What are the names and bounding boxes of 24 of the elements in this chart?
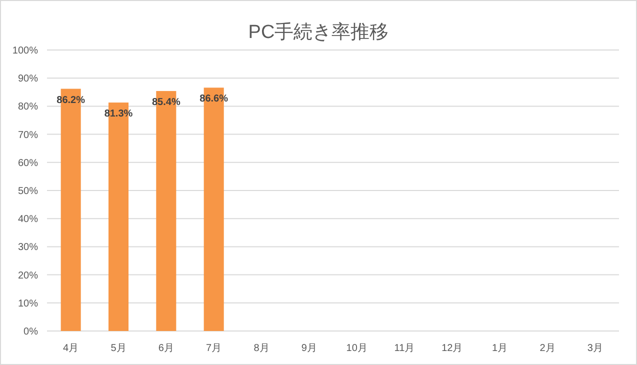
y-tick-label: 100% <box>12 46 38 56</box>
x-tick-label: 11月 <box>394 343 415 354</box>
y-tick-label: 40% <box>18 214 38 226</box>
y-tick-label: 90% <box>18 74 38 85</box>
y-tick-label: 70% <box>18 130 38 141</box>
x-tick-label: 7月 <box>206 343 222 354</box>
chart-title: PC手続き率推移 <box>248 21 389 43</box>
x-tick-label: 6月 <box>158 343 174 354</box>
x-tick-label: 4月 <box>63 343 79 354</box>
y-tick-label: 60% <box>18 158 38 169</box>
x-tick-label: 5月 <box>110 343 126 354</box>
x-tick-label: 1月 <box>492 343 508 354</box>
y-tick-label: 20% <box>18 270 38 282</box>
y-tick-label: 50% <box>18 186 38 197</box>
y-tick-label: 30% <box>18 242 38 254</box>
y-tick-label: 0% <box>24 326 38 338</box>
x-tick-label: 3月 <box>587 343 603 354</box>
y-tick-label: 10% <box>18 298 38 310</box>
y-tick-label: 80% <box>18 102 38 113</box>
x-tick-label: 9月 <box>301 343 317 354</box>
x-tick-label: 10月 <box>346 343 368 354</box>
x-tick-label: 2月 <box>540 343 556 354</box>
x-tick-label: 12月 <box>442 343 463 354</box>
x-tick-label: 8月 <box>254 343 270 354</box>
